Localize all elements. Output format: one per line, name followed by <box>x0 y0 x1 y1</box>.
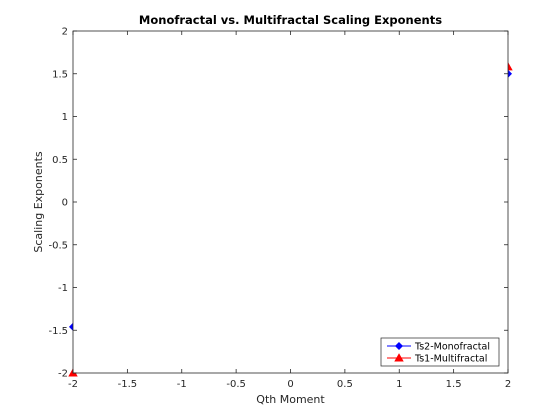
x-tick-label: -0.5 <box>226 379 246 390</box>
legend-item: Ts2-Monofractal <box>387 342 490 353</box>
x-tick-label: 2 <box>505 379 511 390</box>
x-tick-label: 0.5 <box>337 379 353 390</box>
axes: -2 -1.5 -1 -0.5 0 0.5 1 1.5 2 -2 -1.5 -1 -0.5 0 0.5 1 1.… <box>48 27 511 391</box>
y-tick-label: -1 <box>58 283 68 294</box>
y-tick-label: -0.5 <box>48 240 68 251</box>
legend-label: Ts2-Monofractal <box>414 342 490 353</box>
x-tick-label: -1.5 <box>118 379 138 390</box>
x-axis-label: Qth Moment <box>256 393 325 406</box>
y-tick-label: 0 <box>62 198 68 209</box>
y-tick-label: 2 <box>62 27 68 38</box>
legend-box <box>380 337 500 367</box>
y-axis-label: Scaling Exponents <box>32 151 45 253</box>
y-tick-label: 1.5 <box>52 69 68 80</box>
chart-title: Monofractal vs. Multifractal Scaling Exp… <box>139 13 442 27</box>
axes-box <box>72 30 509 374</box>
legend-label: Ts1-Multifractal <box>414 354 487 365</box>
legend-item: Ts1-Multifractal <box>387 353 487 365</box>
x-tick-label: -2 <box>68 379 78 390</box>
x-tick-label: 1 <box>396 379 402 390</box>
y-tick-label: -1.5 <box>48 326 68 337</box>
x-tick-label: 1.5 <box>446 379 462 390</box>
legend-marker <box>394 353 404 362</box>
y-tick-label: 1 <box>62 112 68 123</box>
y-tick-label: -2 <box>58 369 68 380</box>
y-tick-label: 0.5 <box>52 155 68 166</box>
legend-marker <box>394 341 404 351</box>
x-tick-label: 0 <box>287 379 293 390</box>
x-tick-label: -1 <box>177 379 187 390</box>
